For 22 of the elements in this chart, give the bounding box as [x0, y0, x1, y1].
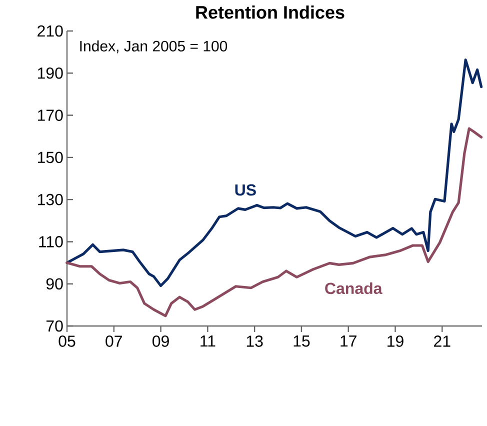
x-tick-label: 15: [294, 336, 310, 347]
x-tick-label: 09: [152, 336, 169, 347]
x-tick-label: 11: [200, 336, 216, 347]
chart-title: Retention Indices: [196, 6, 344, 19]
annotation: Index, Jan 2005 = 100: [80, 40, 228, 54]
y-tick-label: 210: [38, 25, 63, 37]
y-tick-label: 190: [38, 67, 63, 79]
y-tick-label: 110: [39, 236, 63, 248]
x-tick-label: 21: [434, 336, 450, 347]
x-tick-label: 17: [340, 336, 356, 347]
x-tick-label: 07: [106, 336, 122, 347]
line-series: [66, 127, 483, 318]
x-tick-label: 13: [246, 336, 263, 347]
y-tick-label: 170: [38, 110, 63, 121]
y-tick-label: 70: [46, 320, 63, 332]
y-tick-label: 150: [38, 152, 63, 164]
series-label: US: [235, 184, 256, 196]
x-tick-label: 19: [388, 336, 404, 347]
y-tick-label: 90: [46, 278, 63, 290]
series-label: Canada: [325, 282, 382, 294]
x-tick-label: 05: [58, 336, 76, 347]
y-tick-label: 130: [38, 194, 63, 206]
